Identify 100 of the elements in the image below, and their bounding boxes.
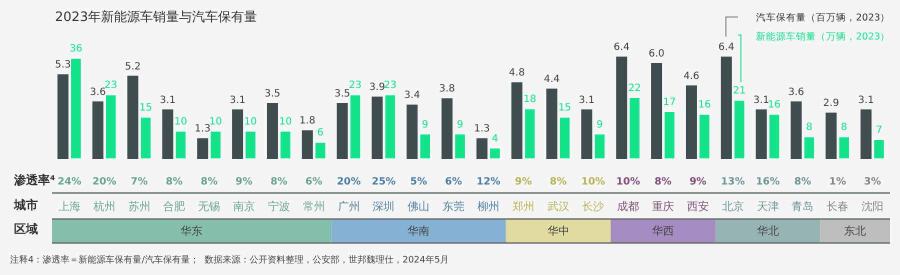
bar xyxy=(768,114,780,159)
text: 新能源车销量（万辆，2023） xyxy=(756,30,890,42)
bar xyxy=(734,100,745,159)
text: 9% xyxy=(236,176,253,188)
data-label: 3.4 xyxy=(404,90,420,102)
data-label: 1.8 xyxy=(299,116,316,127)
x-tick-label: 成都 xyxy=(617,200,640,213)
bar xyxy=(838,136,850,159)
x-tick-label: 佛山 xyxy=(408,200,430,213)
bar xyxy=(546,88,558,159)
data-label: 10 xyxy=(244,116,257,128)
data-label: 3.9 xyxy=(369,82,386,94)
data-label: 2.9 xyxy=(823,98,840,110)
text: 8% xyxy=(200,176,218,188)
text: 10% xyxy=(616,176,640,188)
bar xyxy=(70,58,82,159)
bar xyxy=(489,148,500,159)
bar xyxy=(232,109,244,159)
text: 注释4：渗透率＝新能源车保有量/汽车保有量； 数据来源：公开资料整理，公安部，世邦魏理仕，2024年5月 xyxy=(10,254,450,266)
bar xyxy=(559,117,570,159)
data-label: 4.6 xyxy=(684,70,700,82)
x-tick-label: 长沙 xyxy=(582,200,604,213)
x-tick-label: 武汉 xyxy=(547,200,570,213)
bar xyxy=(686,85,697,159)
text: 24% xyxy=(57,176,82,188)
bar xyxy=(698,114,710,159)
text: 20% xyxy=(336,176,361,188)
data-label: 3.1 xyxy=(578,94,595,106)
data-label: 21 xyxy=(733,86,746,97)
data-label: 17 xyxy=(663,96,676,108)
text: 城市 xyxy=(13,198,38,212)
bar xyxy=(162,109,174,159)
data-label: 6 xyxy=(317,128,324,139)
text: 汽车保有量（百万辆，2023） xyxy=(756,12,890,24)
data-label: 10 xyxy=(209,116,222,128)
text: 5% xyxy=(410,176,428,188)
x-tick-label: 郑州 xyxy=(512,200,534,213)
bar xyxy=(804,136,815,159)
data-label: 9 xyxy=(422,119,428,130)
data-label: 16 xyxy=(768,100,781,111)
data-label: 3.1 xyxy=(753,94,770,106)
bar xyxy=(197,138,208,159)
bar xyxy=(420,134,431,159)
data-label: 15 xyxy=(139,102,152,114)
data-label: 5.2 xyxy=(124,61,141,72)
data-label: 23 xyxy=(104,80,118,92)
bar xyxy=(92,101,104,159)
data-label: 6.4 xyxy=(614,42,630,54)
bar xyxy=(372,96,383,159)
bar xyxy=(511,82,522,159)
bar xyxy=(210,131,222,159)
text: 8% xyxy=(166,176,183,188)
data-label: 3.5 xyxy=(334,88,350,100)
chart-title: 2023年新能源车销量与汽车保有量 xyxy=(55,10,258,25)
data-label: 3.8 xyxy=(439,84,456,95)
data-label: 6.0 xyxy=(648,48,665,60)
text: 13% xyxy=(720,176,745,188)
bar xyxy=(442,98,453,159)
bar xyxy=(826,112,837,159)
bar xyxy=(629,97,640,159)
text: 16% xyxy=(756,176,780,188)
text: 3% xyxy=(864,176,882,188)
text: 20% xyxy=(92,176,116,188)
text: 华北 xyxy=(756,224,779,238)
x-tick-label: 无锡 xyxy=(198,200,220,213)
data-label: 3.1 xyxy=(160,94,176,106)
data-label: 36 xyxy=(70,44,82,55)
bar xyxy=(105,94,116,159)
bar xyxy=(350,94,361,159)
data-label: 8 xyxy=(840,122,848,134)
data-label: 1.3 xyxy=(474,124,490,135)
data-label: 3.6 xyxy=(90,86,106,98)
bar xyxy=(454,134,466,159)
bar xyxy=(756,109,767,159)
text: 7% xyxy=(130,176,148,188)
x-tick-label: 上海 xyxy=(58,200,80,213)
data-label: 10 xyxy=(279,116,292,128)
data-label: 5.3 xyxy=(55,60,71,71)
text: 华中 xyxy=(547,224,570,238)
x-tick-label: 南京 xyxy=(233,200,256,213)
bar xyxy=(860,109,872,159)
bar xyxy=(406,104,418,159)
text: 1% xyxy=(829,176,846,188)
text: 25% xyxy=(372,176,396,188)
x-tick-label: 长春 xyxy=(826,200,849,213)
text: 东北 xyxy=(844,224,866,238)
bar xyxy=(57,74,68,159)
bar xyxy=(616,56,628,159)
bar xyxy=(720,56,732,159)
x-tick-label: 常州 xyxy=(302,200,325,213)
bar xyxy=(302,130,313,159)
bar xyxy=(664,111,676,159)
x-tick-label: 沈阳 xyxy=(862,200,884,213)
data-label: 3.1 xyxy=(230,94,246,106)
text: 9% xyxy=(689,176,706,188)
data-label: 4.8 xyxy=(508,68,525,79)
bar xyxy=(874,139,885,159)
x-tick-label: 宁波 xyxy=(268,200,290,213)
text: 8% xyxy=(794,176,812,188)
text: 渗透率⁴ xyxy=(13,173,56,187)
